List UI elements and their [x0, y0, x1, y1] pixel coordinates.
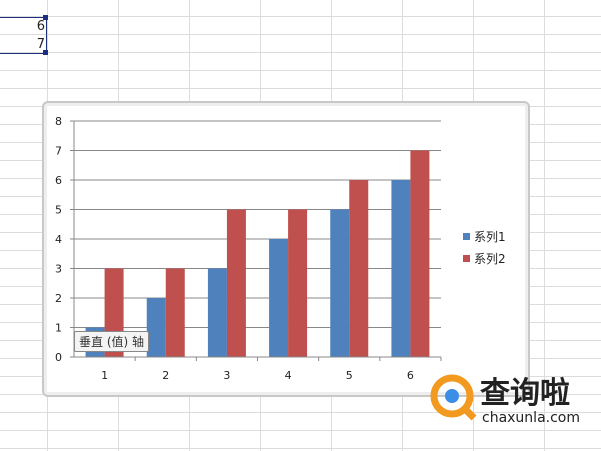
x-tick-label: 5 — [346, 369, 353, 382]
x-tick-label: 6 — [407, 369, 414, 382]
bar-2 — [165, 268, 185, 357]
y-tick-label: 0 — [55, 351, 62, 364]
legend-label: 系列2 — [474, 252, 506, 266]
bar-2 — [226, 209, 246, 357]
y-tick-label: 2 — [55, 292, 62, 305]
legend-swatch — [463, 233, 470, 240]
watermark-text: 查询啦 — [480, 376, 570, 411]
selection-handle[interactable] — [43, 50, 48, 55]
bar-2 — [349, 180, 369, 357]
y-tick-label: 1 — [55, 322, 62, 335]
y-tick-label: 6 — [55, 174, 62, 187]
bar-2 — [410, 150, 430, 357]
legend-label: 系列1 — [474, 230, 506, 244]
y-tick-label: 3 — [55, 263, 62, 276]
x-tick-label: 2 — [162, 369, 169, 382]
bar-1 — [146, 298, 166, 357]
cell-value[interactable]: 6 — [36, 19, 45, 34]
bar-1 — [269, 239, 289, 357]
cell-selection — [0, 17, 47, 54]
selection-handle[interactable] — [43, 15, 48, 20]
x-tick-label: 4 — [285, 369, 292, 382]
bar-2 — [288, 209, 308, 357]
cell-value[interactable]: 7 — [36, 37, 45, 52]
legend-swatch — [463, 255, 470, 262]
bar-1 — [207, 268, 227, 357]
x-tick-label: 1 — [101, 369, 108, 382]
bar-1 — [330, 209, 350, 357]
x-tick-label: 3 — [223, 369, 230, 382]
watermark-logo: 查询啦 chaxunla.com — [420, 366, 601, 436]
y-tick-label: 8 — [55, 115, 62, 128]
y-tick-label: 7 — [55, 145, 62, 158]
y-tick-label: 5 — [55, 204, 62, 217]
axis-tooltip: 垂直 (值) 轴 — [74, 331, 149, 352]
watermark-url: chaxunla.com — [482, 410, 580, 426]
bar-1 — [391, 180, 411, 357]
y-tick-label: 4 — [55, 233, 62, 246]
search-icon — [430, 374, 477, 421]
